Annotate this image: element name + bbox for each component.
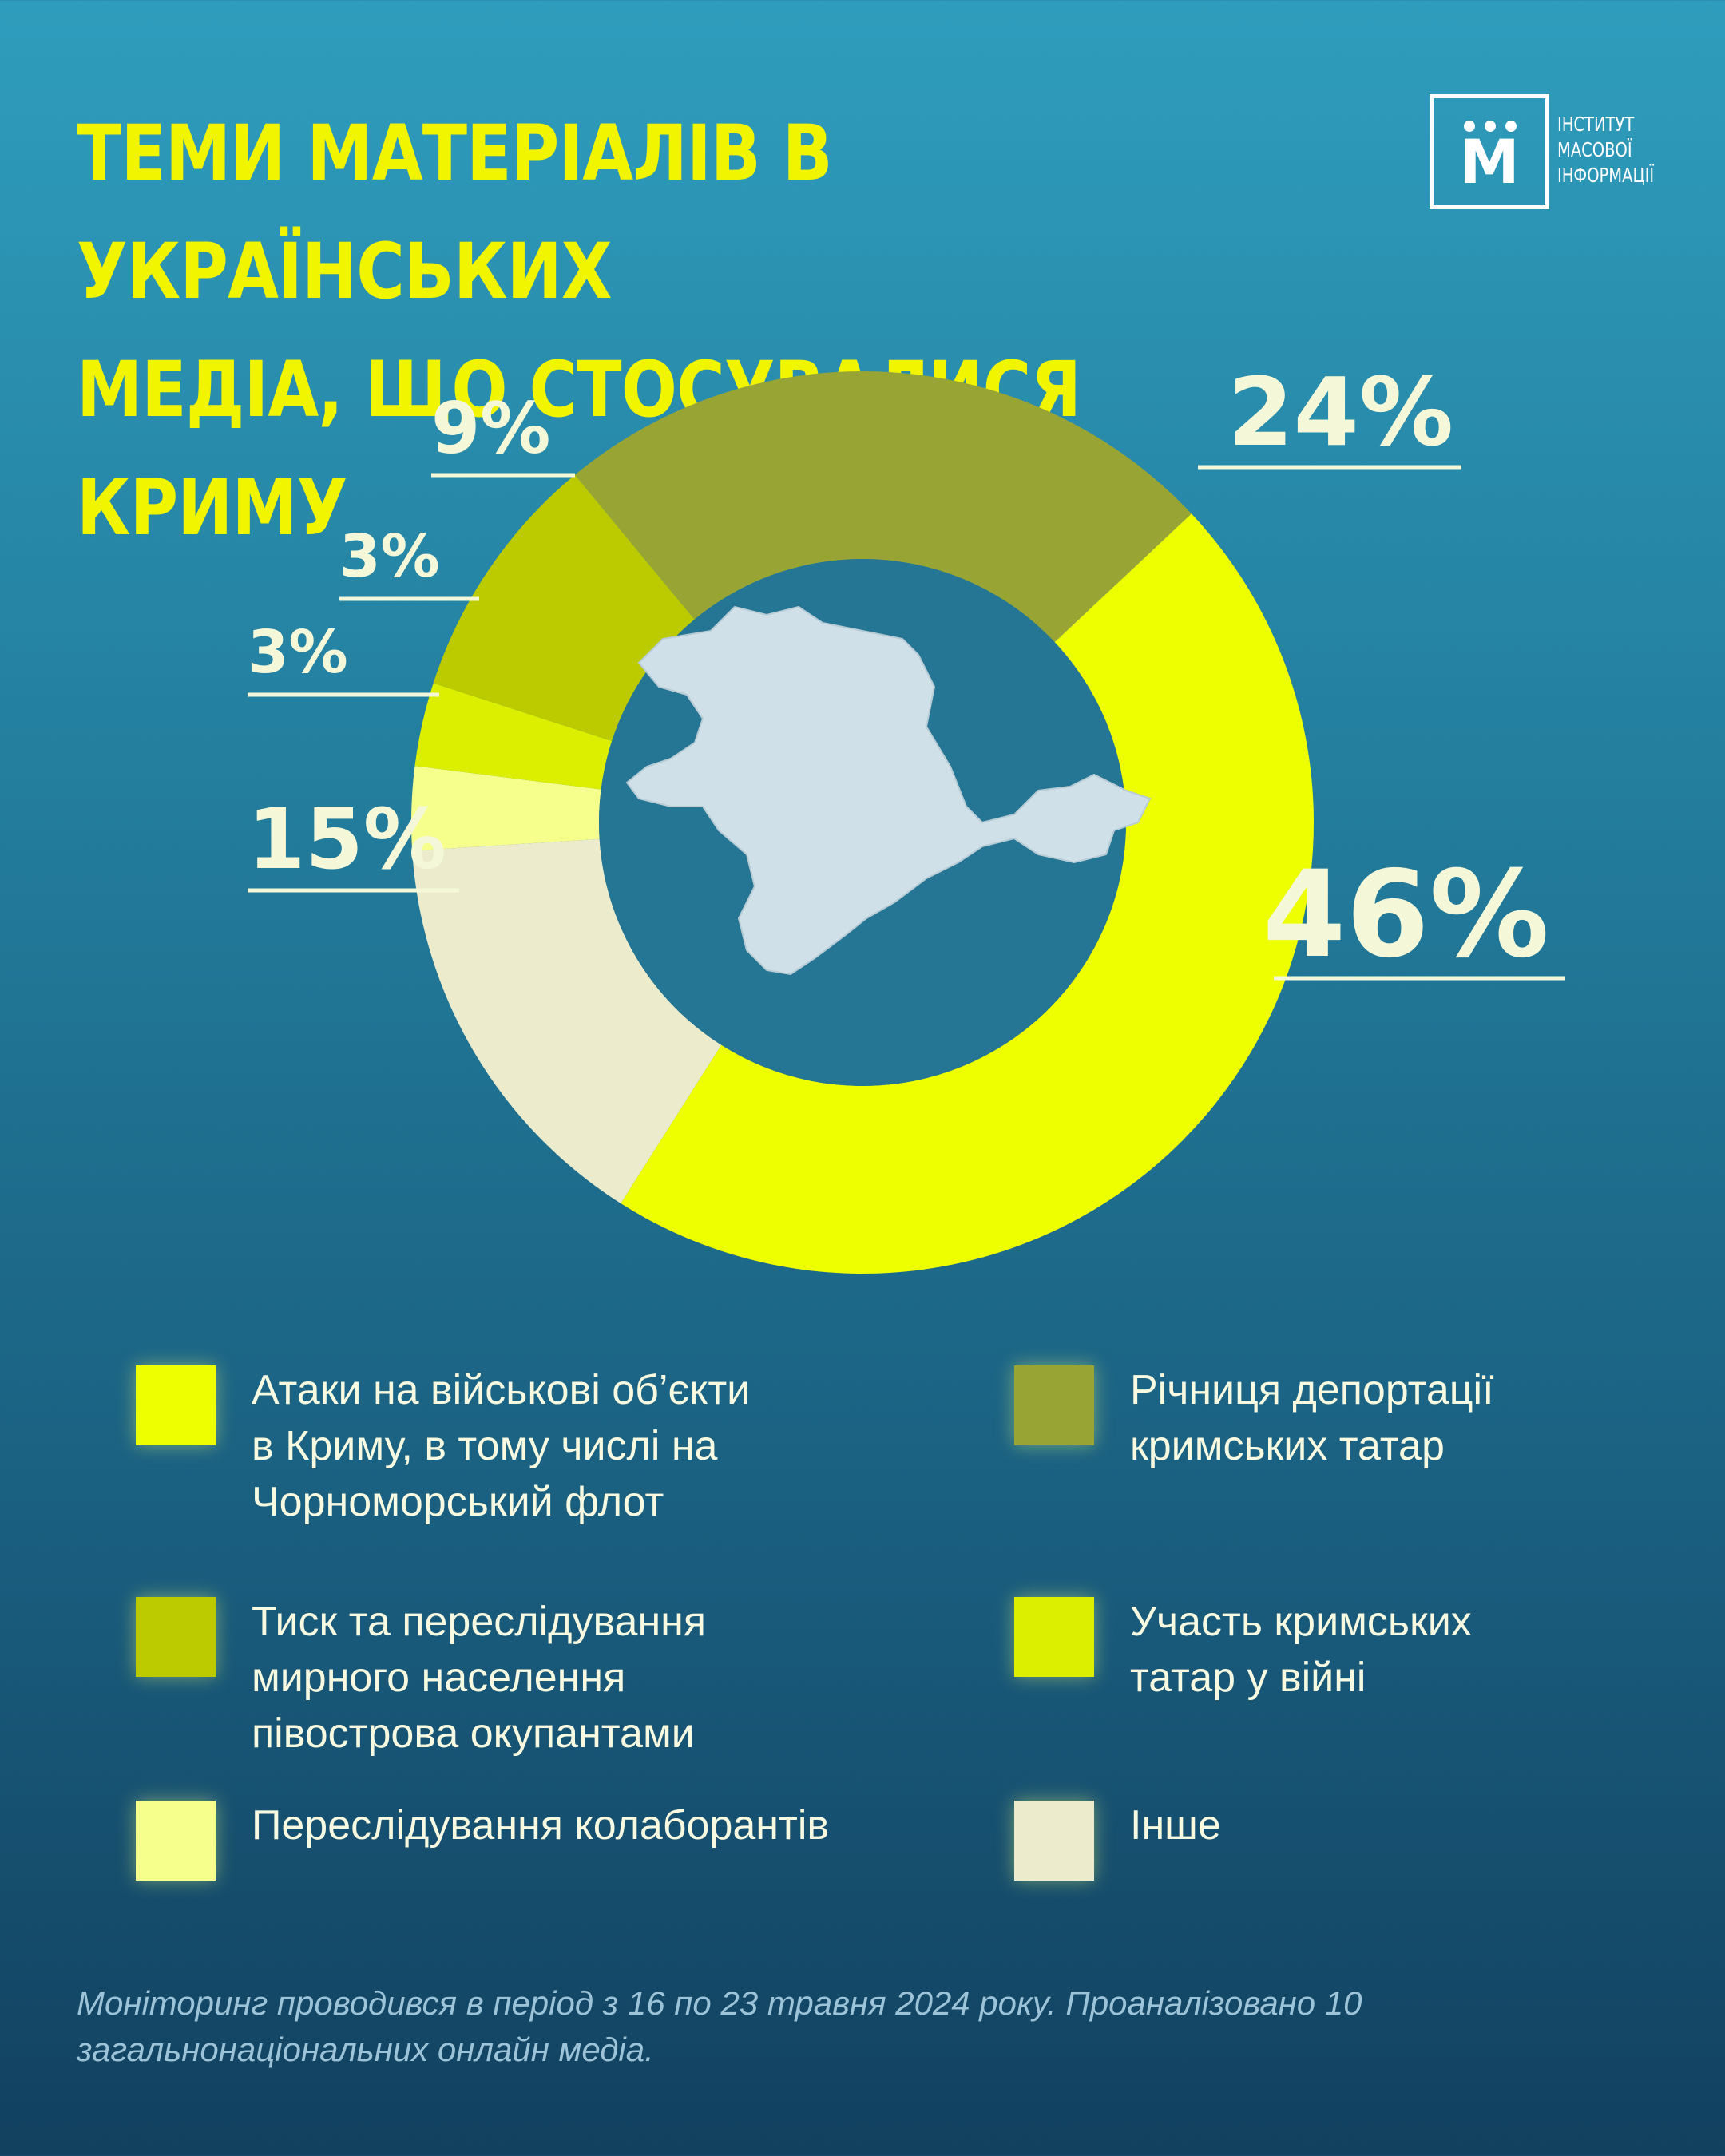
logo-text: ІНСТИТУТ МАСОВОЇ ІНФОРМАЦІЇ <box>1557 113 1655 187</box>
legend-swatch <box>136 1365 216 1445</box>
footnote: Моніторинг проводився в період з 16 по 2… <box>77 1984 1362 2068</box>
donut-slice-0 <box>621 513 1315 1274</box>
percentage-label-1: 15% <box>248 791 446 888</box>
logo-dot <box>1464 121 1475 132</box>
legend-swatch <box>1014 1365 1094 1445</box>
legend-swatch <box>136 1597 216 1677</box>
legend-swatch <box>1014 1801 1094 1881</box>
percentage-label-2: 3% <box>248 618 348 687</box>
percentage-label-3: 3% <box>339 522 440 591</box>
legend-label: Тиск та переслідування мирного населення… <box>252 1599 707 1757</box>
percentage-labels: 46% 15% 3% 3% 9% 24% <box>248 357 1549 985</box>
logo-box: М <box>1430 94 1549 209</box>
legend-label: Переслідування колаборантів <box>252 1802 829 1849</box>
legend-label: Атаки на військові об’єкти в Криму, в то… <box>252 1367 751 1525</box>
donut-slice-3 <box>414 683 613 790</box>
legend-swatch <box>136 1801 216 1881</box>
logo-letter: М <box>1459 126 1520 197</box>
logo-dot <box>1485 121 1496 132</box>
legend-label: Річниця депортації кримських татар <box>1130 1367 1494 1469</box>
legend-swatch <box>1014 1597 1094 1677</box>
donut-chart: 46% 15% 3% 3% 9% 24% <box>248 357 1565 1274</box>
page-title: ТЕМИ МАТЕРІАЛІВ В УКРАЇНСЬКИХ МЕДІА, ЩО … <box>77 109 1081 553</box>
legend-label: Участь кримських татар у війні <box>1130 1599 1472 1701</box>
donut-slice-5 <box>574 371 1192 643</box>
percentage-label-5: 24% <box>1228 357 1453 467</box>
donut-slice-4 <box>433 474 695 742</box>
donut-slice-2 <box>411 766 601 851</box>
percentage-label-4: 9% <box>431 387 550 470</box>
crimea-map-icon <box>625 605 1152 976</box>
logo-dot <box>1505 121 1517 132</box>
donut-slice-1 <box>412 838 722 1204</box>
legend-label: Інше <box>1130 1802 1221 1849</box>
percentage-label-0: 46% <box>1263 846 1549 985</box>
label-leader-lines <box>248 465 1565 981</box>
